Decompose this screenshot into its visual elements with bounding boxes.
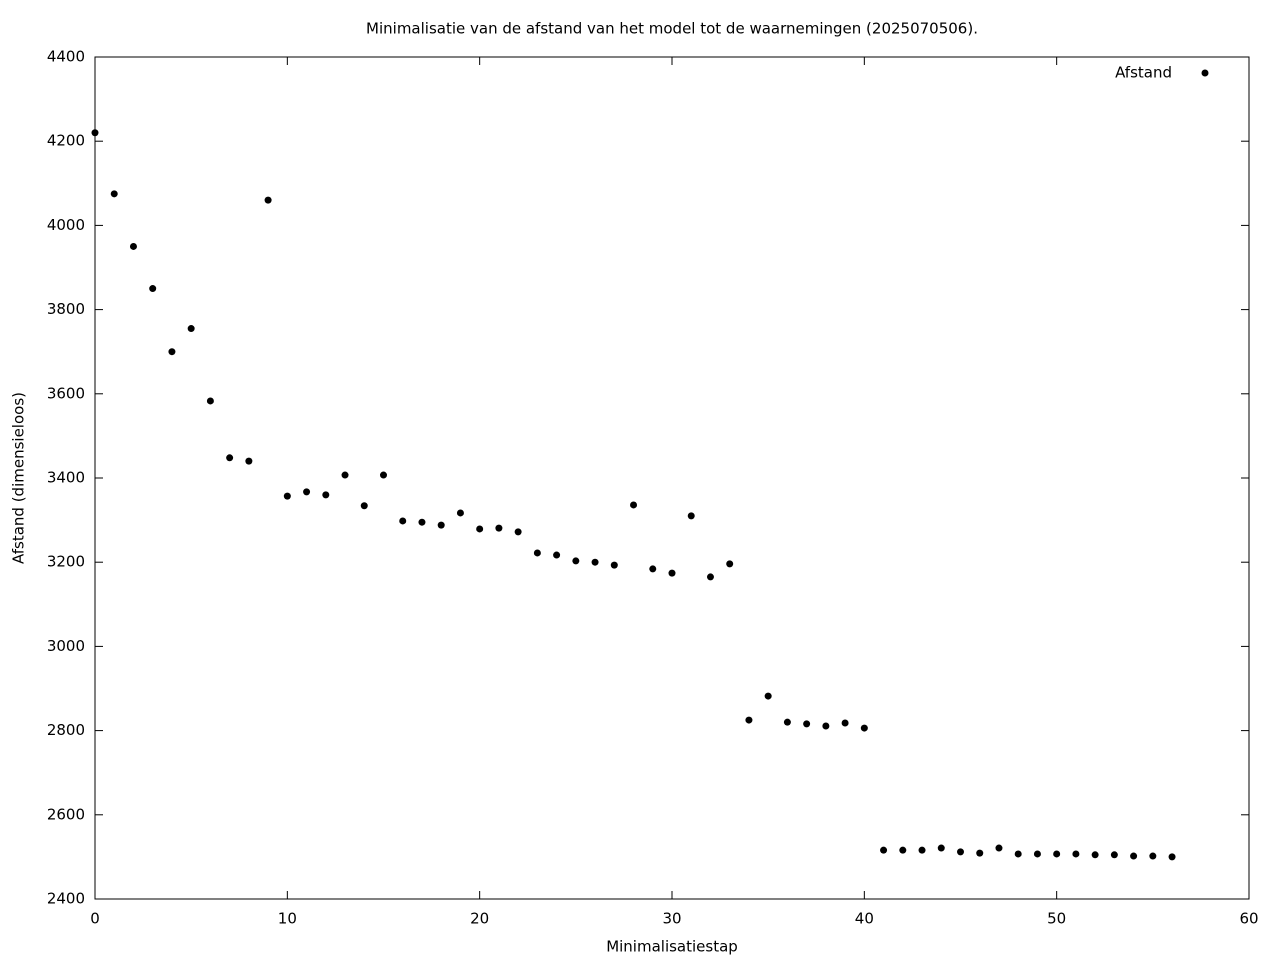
data-point	[341, 471, 349, 479]
data-point	[206, 397, 214, 405]
data-point	[649, 565, 657, 573]
data-point	[418, 518, 426, 526]
data-point	[187, 325, 195, 333]
x-axis-label: Minimalisatiestap	[606, 938, 738, 956]
data-point	[783, 718, 791, 726]
data-point	[476, 525, 484, 533]
data-point	[1091, 851, 1099, 859]
y-tick-label: 3800	[47, 300, 85, 318]
legend-marker	[1201, 69, 1209, 77]
data-point	[110, 190, 118, 198]
data-point	[822, 722, 830, 730]
data-point	[572, 557, 580, 565]
data-point	[514, 528, 522, 536]
data-point	[399, 517, 407, 525]
data-point	[533, 549, 541, 557]
data-point	[495, 524, 503, 532]
data-point	[591, 558, 599, 566]
data-point	[456, 509, 464, 517]
data-point	[380, 471, 387, 479]
x-tick-label: 10	[278, 910, 297, 928]
data-point	[303, 488, 311, 496]
data-point	[841, 719, 849, 727]
data-point	[226, 454, 234, 462]
data-point	[322, 491, 330, 499]
data-point	[1072, 850, 1080, 858]
data-point	[149, 285, 157, 293]
data-point	[726, 560, 734, 568]
y-tick-label: 4200	[47, 132, 85, 150]
data-point	[1033, 850, 1041, 858]
data-point	[1053, 850, 1061, 858]
legend-label: Afstand	[1115, 64, 1172, 82]
data-point	[745, 716, 753, 724]
data-point	[437, 521, 445, 529]
x-tick-label: 20	[470, 910, 489, 928]
data-point	[957, 848, 964, 856]
data-point	[764, 692, 772, 700]
data-point	[630, 501, 638, 509]
data-point	[1130, 852, 1138, 860]
data-point	[880, 846, 888, 854]
x-tick-label: 30	[662, 910, 681, 928]
y-axis-label: Afstand (dimensieloos)	[10, 392, 28, 564]
y-tick-label: 3400	[47, 469, 85, 487]
y-tick-label: 4000	[47, 216, 85, 234]
data-point	[553, 551, 561, 559]
data-point	[360, 502, 368, 510]
data-point	[995, 844, 1003, 852]
x-tick-label: 40	[855, 910, 874, 928]
x-tick-label: 50	[1047, 910, 1066, 928]
data-point	[91, 129, 99, 137]
data-point	[706, 573, 714, 581]
data-point	[610, 561, 618, 569]
data-point	[1110, 851, 1118, 859]
x-tick-label: 60	[1239, 910, 1258, 928]
data-point	[129, 242, 137, 250]
data-point	[687, 512, 695, 520]
y-tick-label: 2600	[47, 805, 85, 823]
data-point	[976, 849, 984, 857]
y-tick-label: 3200	[47, 553, 85, 571]
data-point	[283, 492, 291, 500]
data-point	[860, 724, 868, 732]
y-tick-label: 2400	[47, 890, 85, 908]
data-point	[245, 457, 253, 465]
data-point	[918, 846, 926, 854]
data-point	[668, 569, 676, 577]
data-point	[168, 348, 176, 356]
data-point	[803, 720, 811, 728]
data-point	[1149, 852, 1157, 860]
data-point	[264, 196, 272, 204]
y-tick-label: 4400	[47, 48, 85, 66]
data-point	[1014, 850, 1022, 858]
x-tick-label: 0	[90, 910, 100, 928]
y-tick-label: 3000	[47, 637, 85, 655]
y-tick-label: 2800	[47, 721, 85, 739]
data-point	[899, 846, 907, 854]
data-point	[1168, 853, 1176, 861]
chart-title: Minimalisatie van de afstand van het mod…	[366, 20, 978, 38]
data-point	[937, 844, 945, 852]
y-tick-label: 3600	[47, 384, 85, 402]
